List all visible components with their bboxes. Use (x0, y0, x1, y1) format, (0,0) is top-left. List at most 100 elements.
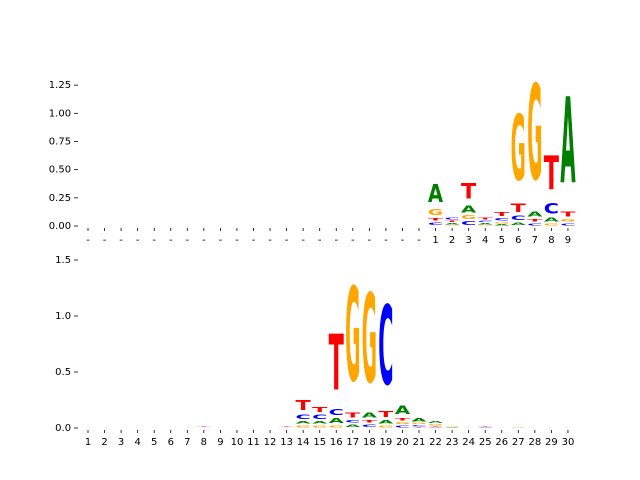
x-tick-label: 1 (85, 437, 91, 448)
x-tick-label: - (235, 235, 239, 246)
logo-letter: G (362, 269, 377, 412)
x-tick-label: 16 (330, 437, 343, 448)
logo-letter: C (444, 217, 459, 220)
logo-letter: T (444, 220, 459, 222)
x-tick-label: 5 (499, 235, 505, 246)
logo-letter: T (428, 217, 443, 222)
x-tick-label: - (152, 235, 156, 246)
x-tick-label: 14 (297, 437, 310, 448)
logo-letter: T (362, 419, 377, 424)
logo-letter: C (345, 419, 360, 424)
x-tick-label: 17 (346, 437, 359, 448)
x-tick-label: 3 (118, 437, 124, 448)
logo-letter: G (544, 223, 559, 226)
x-tick-label: - (268, 235, 272, 246)
x-tick-label: 23 (446, 437, 459, 448)
x-tick-label: 12 (264, 437, 277, 448)
logo-letter: C (329, 408, 344, 417)
logo-letter: A (444, 223, 459, 225)
logo-letter: T (560, 210, 576, 218)
x-tick-label: - (334, 235, 338, 246)
logo-letter: A (411, 417, 426, 422)
x-tick-label: 19 (380, 437, 393, 448)
x-tick-label: - (285, 235, 289, 246)
logo-letter: T (478, 217, 493, 220)
logo-letter: C (544, 201, 559, 218)
logo-letter: G (395, 422, 410, 425)
x-tick-label: 29 (545, 437, 558, 448)
x-tick-label: 10 (231, 437, 244, 448)
logo-letter: C (312, 413, 327, 420)
x-tick-label: 21 (413, 437, 426, 448)
logo-letter: T (296, 399, 312, 414)
x-tick-label: 9 (565, 235, 571, 246)
x-tick-label: - (301, 235, 305, 246)
x-tick-label: 24 (462, 437, 475, 448)
x-tick-label: 18 (363, 437, 376, 448)
logo-letter: C (511, 215, 526, 222)
logo-letter: G (494, 222, 509, 224)
x-tick-label: 26 (495, 437, 508, 448)
logo-letter: A (362, 412, 378, 420)
y-tick-label: 1.5 (55, 255, 71, 266)
x-tick-label: 3 (465, 235, 471, 246)
x-tick-label: - (384, 235, 388, 246)
logo-letter: T (478, 426, 494, 427)
logo-letter: C (560, 223, 575, 226)
logo-letter: A (461, 204, 476, 215)
logo-letter: G (296, 425, 311, 428)
x-tick-label: 1 (432, 235, 438, 246)
x-tick-label: - (185, 235, 189, 246)
y-tick-label: 0.50 (49, 165, 71, 176)
logo-letter: C (362, 423, 377, 428)
x-tick-label: 6 (515, 235, 521, 246)
x-tick-label: 11 (247, 437, 260, 448)
x-tick-label: 8 (548, 235, 554, 246)
logo-letter: A (428, 180, 444, 209)
x-tick-label: - (417, 235, 421, 246)
x-tick-label: 7 (184, 437, 190, 448)
logo-letter: G (345, 260, 360, 411)
x-tick-label: 15 (313, 437, 326, 448)
logo-letter: G (511, 96, 526, 201)
x-tick-label: 8 (201, 437, 207, 448)
x-tick-label: 2 (101, 437, 107, 448)
y-tick-label: 1.0 (55, 311, 71, 322)
logo-letter: A (444, 427, 460, 428)
logo-letter: T (395, 417, 410, 422)
y-tick-label: 1.00 (49, 108, 71, 119)
logo-letter: T (494, 211, 509, 217)
y-tick-label: 1.25 (49, 80, 71, 91)
x-tick-label: 2 (449, 235, 455, 246)
x-tick-label: 5 (151, 437, 157, 448)
logo-letter: C (478, 220, 493, 222)
x-tick-label: - (252, 235, 256, 246)
y-tick-label: 0.5 (55, 367, 71, 378)
x-tick-label: 4 (134, 437, 140, 448)
logo-letter: A (345, 424, 360, 428)
logo-letter: A (478, 223, 493, 225)
logo-letter: A (378, 419, 393, 424)
logo-letter: T (428, 426, 444, 427)
x-tick-label: 6 (168, 437, 174, 448)
logo-letter: T (411, 427, 427, 428)
logo-letter: C (478, 427, 493, 428)
logo-letter: T (329, 320, 344, 408)
logo-letter: G (378, 425, 393, 428)
logo-letter: T (345, 411, 361, 419)
logo-letter: T (312, 406, 328, 414)
x-tick-label: - (202, 235, 206, 246)
logo-letter: T (511, 202, 527, 215)
logo-letter: G (444, 225, 459, 226)
logo-letter: A (312, 420, 327, 424)
y-tick-label: 0.00 (49, 221, 71, 232)
y-tick-label: 0.25 (49, 193, 71, 204)
logo-letter: C (461, 220, 476, 226)
logo-letter: C (494, 217, 509, 222)
logo-letter: C (428, 221, 443, 226)
x-tick-label: - (103, 235, 107, 246)
logo-letter: A (494, 224, 509, 226)
logo-letter: C (428, 427, 443, 428)
